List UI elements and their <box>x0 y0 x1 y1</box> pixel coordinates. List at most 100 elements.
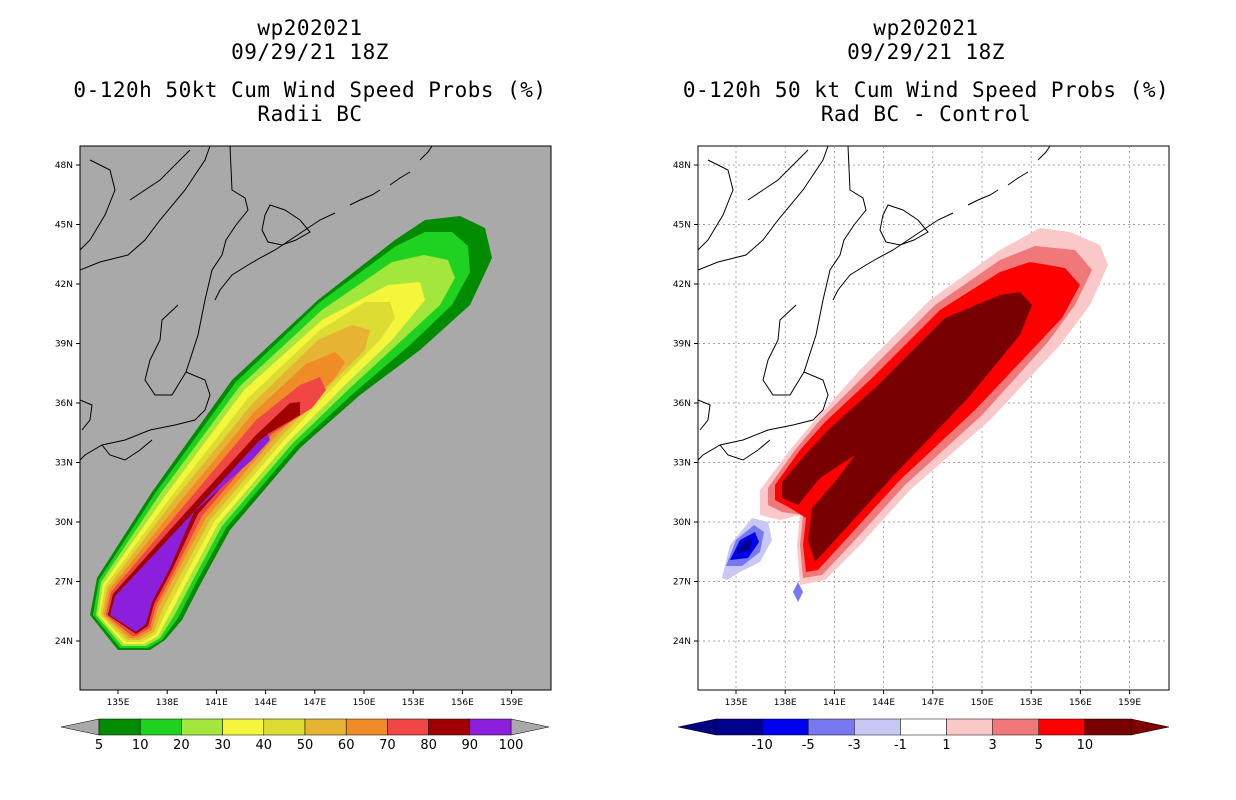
left-lon-label: 138E <box>156 698 179 708</box>
left-colorbar-label: 90 <box>462 738 479 753</box>
left-colorbar-swatch <box>181 718 223 736</box>
right-lon-label: 156E <box>1069 698 1092 708</box>
left-colorbar-label: 5 <box>95 738 103 753</box>
right-lat-label: 36N <box>673 399 691 409</box>
right-lat-label: 24N <box>673 637 691 647</box>
right-colorbar-label: -1 <box>894 738 907 753</box>
right-colorbar-swatch <box>946 718 993 736</box>
right-storm-id: wp202021 <box>873 16 979 40</box>
right-difference-field <box>698 146 1108 602</box>
left-probability-field <box>80 146 492 650</box>
right-lon-label: 153E <box>1020 698 1043 708</box>
left-map <box>79 145 552 691</box>
right-lon-label: 138E <box>774 698 797 708</box>
left-lat-label: 39N <box>55 340 73 350</box>
left-colorbar-swatch <box>387 718 429 736</box>
left-colorbar-label: 70 <box>379 738 396 753</box>
left-lon-label: 150E <box>353 698 376 708</box>
left-colorbar-swatch <box>222 718 265 736</box>
right-lon-label: 147E <box>921 698 944 708</box>
left-lon-label: 159E <box>500 698 523 708</box>
right-colorbar-label: 1 <box>942 738 950 753</box>
left-lat-label: 30N <box>55 518 73 528</box>
right-lon-label: 150E <box>971 698 994 708</box>
right-lon-label: 135E <box>725 698 748 708</box>
right-lat-label: 33N <box>673 459 691 469</box>
right-lon-label: 159E <box>1118 698 1141 708</box>
right-colorbar-swatch <box>1038 718 1086 736</box>
left-colorbar-swatch <box>139 718 182 736</box>
right-panel-title: wp202021 09/29/21 18Z 0-120h 50 kt Cum W… <box>646 16 1206 126</box>
left-colorbar-swatch <box>428 718 471 736</box>
right-colorbar-swatch <box>1084 718 1132 736</box>
left-storm-id: wp202021 <box>257 16 363 40</box>
prob-contour-90 <box>110 434 270 632</box>
right-datetime: 09/29/21 18Z <box>847 40 1005 64</box>
right-lat-label: 30N <box>673 518 691 528</box>
right-lon-label: 141E <box>823 698 846 708</box>
left-datetime: 09/29/21 18Z <box>231 40 389 64</box>
left-lon-label: 144E <box>254 698 277 708</box>
right-axes: 24N 27N 30N 33N 36N 39N 42N 45N 48N 135E 138E 141E 1… <box>673 161 1142 708</box>
right-lat-label: 42N <box>673 280 691 290</box>
right-lat-label: 39N <box>673 340 691 350</box>
left-title: 0-120h 50kt Cum Wind Speed Probs (%) <box>73 78 547 102</box>
right-colorbar-max-arrow <box>1130 718 1170 736</box>
left-colorbar-swatch <box>469 718 512 736</box>
left-colorbar-max-arrow <box>510 718 550 736</box>
left-lat-label: 42N <box>55 280 73 290</box>
right-colorbar-label: 5 <box>1035 738 1043 753</box>
right-colorbar-label: -5 <box>802 738 815 753</box>
right-colorbar-swatch <box>854 718 901 736</box>
left-colorbar-swatch <box>345 718 388 736</box>
right-colorbar-label: -10 <box>751 738 772 753</box>
left-coastlines <box>80 146 433 461</box>
right-lat-label: 48N <box>673 161 691 171</box>
left-colorbar-label: 30 <box>214 738 231 753</box>
right-colorbar-swatch <box>807 718 855 736</box>
left-colorbar-label: 10 <box>132 738 149 753</box>
diff-contour-neg10 <box>736 538 752 554</box>
right-colorbar-label: -3 <box>848 738 861 753</box>
right-colorbar: -10 -5 -3 -1 1 3 5 10 <box>677 718 1170 753</box>
left-panel-title: wp202021 09/29/21 18Z 0-120h 50kt Cum Wi… <box>30 16 590 126</box>
right-lat-label: 27N <box>673 578 691 588</box>
left-lon-label: 141E <box>205 698 228 708</box>
left-colorbar-min-arrow <box>60 718 100 736</box>
right-colorbar-swatch <box>761 718 809 736</box>
left-lat-label: 27N <box>55 578 73 588</box>
left-lat-label: 45N <box>55 221 73 231</box>
diff-contour-small <box>793 582 803 602</box>
right-lat-label: 45N <box>673 221 691 231</box>
right-subtitle: Rad BC - Control <box>820 102 1032 126</box>
right-colorbar-label: 3 <box>989 738 997 753</box>
right-lon-label: 144E <box>872 698 895 708</box>
left-colorbar-label: 60 <box>338 738 355 753</box>
left-lon-label: 135E <box>107 698 130 708</box>
left-lat-label: 48N <box>55 161 73 171</box>
left-colorbar-swatch <box>98 718 141 736</box>
right-colorbar-swatch <box>900 718 947 736</box>
right-colorbar-swatch <box>992 718 1040 736</box>
left-lat-label: 24N <box>55 637 73 647</box>
left-colorbar-label: 40 <box>256 738 273 753</box>
left-colorbar-label: 50 <box>297 738 314 753</box>
left-lat-label: 36N <box>55 399 73 409</box>
left-lon-label: 156E <box>451 698 474 708</box>
left-colorbar-label: 20 <box>173 738 190 753</box>
right-colorbar-swatch <box>715 718 763 736</box>
left-lat-label: 33N <box>55 459 73 469</box>
left-colorbar-label: 100 <box>499 738 524 753</box>
right-colorbar-label: 10 <box>1077 738 1094 753</box>
right-colorbar-min-arrow <box>677 718 717 736</box>
left-colorbar: 5 10 20 30 40 50 60 70 80 90 100 <box>60 718 550 753</box>
right-coastlines <box>698 146 1051 461</box>
left-colorbar-swatch <box>263 718 306 736</box>
left-axes: 24N 27N 30N 33N 36N 39N 42N 45N 48N 135E 138E 141E 1… <box>55 161 524 708</box>
left-lon-label: 153E <box>402 698 425 708</box>
left-subtitle: Radii BC <box>257 102 363 126</box>
right-title: 0-120h 50 kt Cum Wind Speed Probs (%) <box>682 78 1170 102</box>
left-lon-label: 147E <box>303 698 326 708</box>
left-colorbar-swatch <box>304 718 347 736</box>
